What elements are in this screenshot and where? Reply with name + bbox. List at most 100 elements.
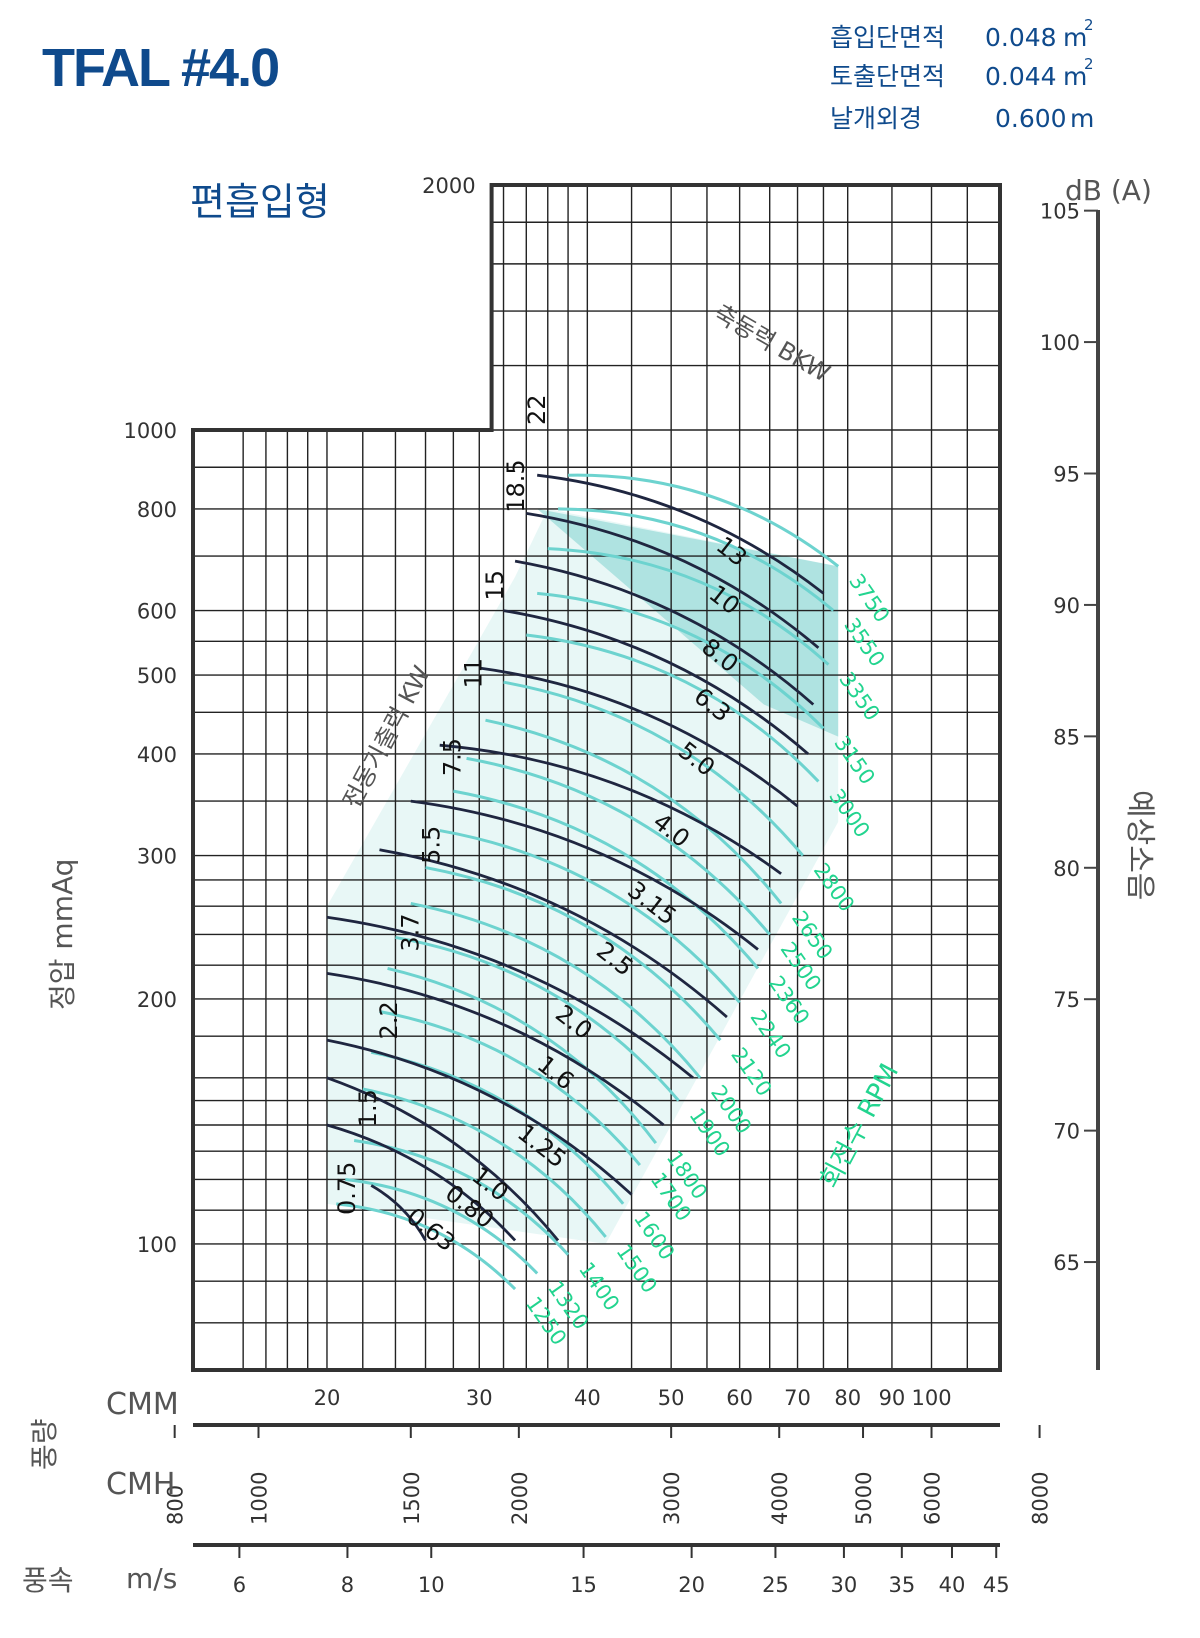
- rpm-label-3550: 3550: [839, 614, 889, 672]
- y-tick-400: 400: [137, 743, 177, 767]
- rpm-curve-1900: [395, 935, 680, 1102]
- bkw-curve-0.80: [326, 1123, 517, 1242]
- rpm-curve-3150: [537, 591, 825, 730]
- spec-unit-inlet: m: [1063, 23, 1087, 52]
- speed-tick-25: 25: [762, 1573, 789, 1597]
- rpm-curve-3550: [558, 507, 835, 612]
- spec-label-outlet: 토출단면적: [830, 62, 945, 91]
- bkw-curve-1.25: [326, 1038, 633, 1196]
- speed-tick-30: 30: [831, 1573, 858, 1597]
- cmm-label: CMM: [106, 1387, 179, 1422]
- motor-kw-label-15: 15: [481, 570, 509, 601]
- bkw-curve-2.0: [326, 915, 694, 1079]
- rpm-curve-3350: [547, 547, 830, 666]
- high-pressure-region: [537, 508, 839, 737]
- bkw-curve-0.63: [370, 1184, 427, 1242]
- y-tick-600: 600: [137, 600, 177, 624]
- rpm-curve-1500: [362, 1087, 607, 1238]
- spec-sup-inlet: 2: [1084, 16, 1094, 34]
- cmm-tick-60: 60: [726, 1386, 753, 1410]
- motor-kw-label-5.5: 5.5: [417, 826, 445, 864]
- rpm-curve-2360: [453, 789, 760, 970]
- noise-tick-65: 65: [1053, 1251, 1080, 1275]
- cmh-tick-1500: 1500: [400, 1472, 424, 1525]
- bkw-curve-6.3: [503, 609, 810, 755]
- rpm-curve-1800: [387, 966, 658, 1145]
- bkw-curve-8.0: [514, 559, 815, 706]
- bkw-curve-13: [537, 473, 825, 595]
- motor-kw-label-2.2: 2.2: [375, 1001, 403, 1039]
- spec-unit-diameter: m: [1070, 104, 1094, 133]
- speed-tick-8: 8: [341, 1573, 354, 1597]
- rpm-curves: 1250132014001500160017001800190020002120…: [336, 473, 894, 1350]
- plot-frame: [191, 183, 1002, 1372]
- spec-sup-outlet: 2: [1084, 55, 1094, 73]
- speed-tick-20: 20: [678, 1573, 705, 1597]
- noise-tick-80: 80: [1053, 857, 1080, 881]
- noise-tick-100: 100: [1040, 331, 1080, 355]
- chart-title: TFAL #4.0: [42, 38, 278, 98]
- cmm-tick-50: 50: [658, 1386, 685, 1410]
- plot-border: [191, 183, 1002, 1372]
- noise-tick-75: 75: [1053, 988, 1080, 1012]
- cmh-tick-4000: 4000: [768, 1472, 792, 1525]
- spec-label-diameter: 날개외경: [830, 104, 922, 133]
- rpm-curve-3750: [568, 473, 840, 568]
- cmh-label: CMH: [106, 1467, 175, 1502]
- cmh-tick-3000: 3000: [660, 1472, 684, 1525]
- motor-kw-label-22: 22: [523, 394, 551, 425]
- rpm-curve-3000: [526, 633, 820, 783]
- spec-label-inlet: 흡입단면적: [830, 23, 945, 52]
- y-tick-200: 200: [137, 988, 177, 1012]
- spec-value-inlet: 0.048: [985, 23, 1057, 52]
- y2-axis-unit: dB (A): [1065, 174, 1152, 207]
- noise-axis: 65 70 75 80 85 90 95 100 105: [1040, 200, 1100, 1370]
- speed-tick-10: 10: [418, 1573, 445, 1597]
- x-axes: 20 30 40 50 60 70 80 90 100 800 1000 1500 2000 3000 40…: [164, 1386, 1053, 1597]
- noise-tick-105: 105: [1040, 200, 1080, 224]
- rpm-curve-2800: [503, 680, 805, 857]
- cmh-tick-5000: 5000: [852, 1472, 876, 1525]
- rpm-label-2800: 2800: [809, 859, 859, 917]
- y-axis: 100 200 300 400 500 600 800 1000 2000: [124, 174, 476, 1257]
- cmm-tick-40: 40: [574, 1386, 601, 1410]
- motor-kw-label-0.75: 0.75: [333, 1162, 361, 1215]
- rpm-curve-2240: [439, 829, 741, 1004]
- motor-kw-label-3.7: 3.7: [396, 913, 424, 951]
- grid: [193, 185, 1000, 1370]
- spec-block: 흡입단면적 0.048 m 2 토출단면적 0.044 m 2 날개외경 0.6…: [830, 16, 1094, 133]
- cmh-tick-8000: 8000: [1029, 1472, 1053, 1525]
- speed-tick-35: 35: [888, 1573, 915, 1597]
- noise-tick-70: 70: [1053, 1120, 1080, 1144]
- speed-tick-6: 6: [233, 1573, 246, 1597]
- motor-kw-label-7.5: 7.5: [439, 738, 467, 776]
- rpm-label-3350: 3350: [834, 668, 884, 726]
- y-tick-500: 500: [137, 664, 177, 688]
- cmh-tick-6000: 6000: [921, 1472, 945, 1525]
- y-tick-300: 300: [137, 845, 177, 869]
- noise-tick-85: 85: [1053, 725, 1080, 749]
- motor-kw-label-18.5: 18.5: [502, 459, 530, 512]
- y-axis-label: 정압 mmAq: [46, 859, 79, 1010]
- bkw-curve-2.5: [379, 848, 728, 1019]
- bkw-curve-1.0: [326, 1076, 560, 1242]
- rpm-curve-1250: [336, 1202, 517, 1291]
- rpm-curve-1320: [345, 1177, 539, 1275]
- cmm-tick-80: 80: [834, 1386, 861, 1410]
- spec-value-diameter: 0.600: [995, 104, 1067, 133]
- cmm-tick-20: 20: [314, 1386, 341, 1410]
- speed-tick-15: 15: [570, 1573, 597, 1597]
- chart-subtitle: 편흡입형: [190, 180, 330, 224]
- rpm-curve-2000: [410, 901, 702, 1079]
- cmm-tick-30: 30: [466, 1386, 493, 1410]
- noise-tick-90: 90: [1053, 594, 1080, 618]
- speed-group-label: 풍속: [22, 1564, 74, 1597]
- bkw-curve-10: [526, 511, 820, 649]
- speed-unit-label: m/s: [126, 1562, 177, 1595]
- bkw-curve-5.0: [479, 666, 799, 808]
- spec-unit-outlet: m: [1063, 62, 1087, 91]
- cmm-tick-90: 90: [879, 1386, 906, 1410]
- cmh-tick-2000: 2000: [508, 1472, 532, 1525]
- spec-value-outlet: 0.044: [985, 62, 1057, 91]
